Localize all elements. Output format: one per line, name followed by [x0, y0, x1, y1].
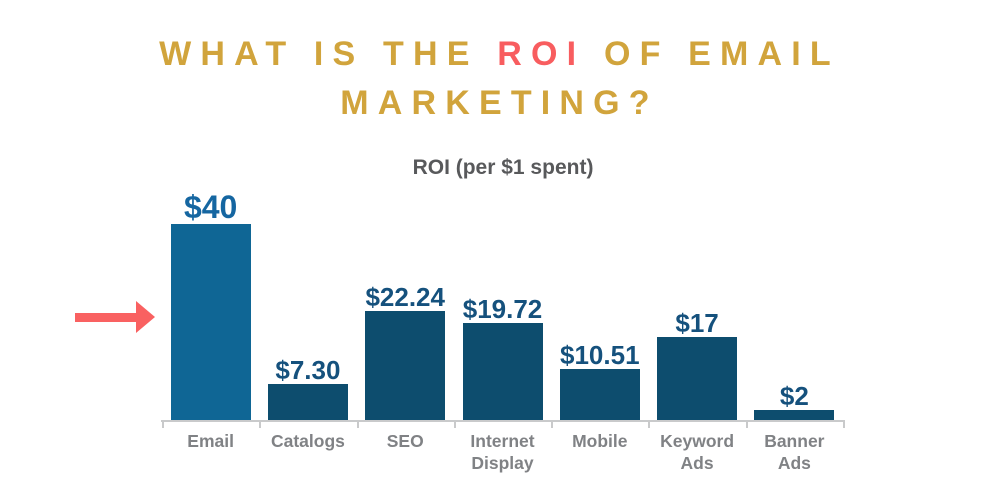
- bar-value-label-internet-display: $19.72: [462, 294, 543, 325]
- x-axis-label-mobile: Mobile: [572, 431, 628, 451]
- bar-value-label-catalogs: $7.30: [275, 355, 341, 386]
- x-axis-tick: [745, 420, 748, 428]
- arrow-head-icon: [136, 301, 155, 333]
- bar-banner-ads: [754, 410, 835, 420]
- bar-value-label-keyword-ads: $17: [675, 307, 719, 338]
- x-axis-tick: [551, 420, 554, 428]
- bar-keyword-ads: [657, 336, 738, 420]
- title-part2: OF EMAIL: [603, 35, 840, 73]
- bar-catalogs: [267, 384, 348, 420]
- bar-mobile: [559, 368, 640, 420]
- title-part1: WHAT IS THE: [159, 35, 479, 73]
- title-line2: MARKETING?: [340, 84, 659, 122]
- bar-internet-display: [462, 323, 543, 420]
- x-axis-tick: [453, 420, 456, 428]
- x-axis-label-internet-display: Internet Display: [470, 431, 535, 473]
- chart-title: ROI (per $1 spent): [412, 156, 594, 179]
- arrow-icon: [75, 313, 137, 322]
- bar-seo: [365, 311, 446, 420]
- bar-email: [170, 224, 251, 420]
- bar-value-label-mobile: $10.51: [560, 339, 640, 370]
- page-title: WHAT IS THE ROI OF EMAIL MARKETING?: [0, 30, 999, 128]
- x-axis-label-catalogs: Catalogs: [270, 431, 345, 451]
- x-axis-tick: [259, 420, 262, 428]
- bar-value-label-seo: $22.24: [365, 282, 445, 313]
- bar-value-label-email: $40: [183, 189, 238, 225]
- bar-value-label-banner-ads: $2: [779, 381, 809, 412]
- x-axis-label-keyword-ads: Keyword Ads: [660, 431, 735, 473]
- x-axis-tick: [162, 420, 164, 428]
- x-axis-label-email: Email: [187, 431, 234, 451]
- x-axis-tick: [648, 420, 651, 428]
- title-roi-highlight: ROI: [497, 35, 586, 73]
- x-axis-label-seo: SEO: [386, 431, 424, 451]
- x-axis-line: [161, 420, 844, 422]
- x-axis-tick: [843, 420, 845, 428]
- x-axis-tick: [356, 420, 359, 428]
- x-axis-label-banner-ads: Banner Ads: [764, 431, 825, 473]
